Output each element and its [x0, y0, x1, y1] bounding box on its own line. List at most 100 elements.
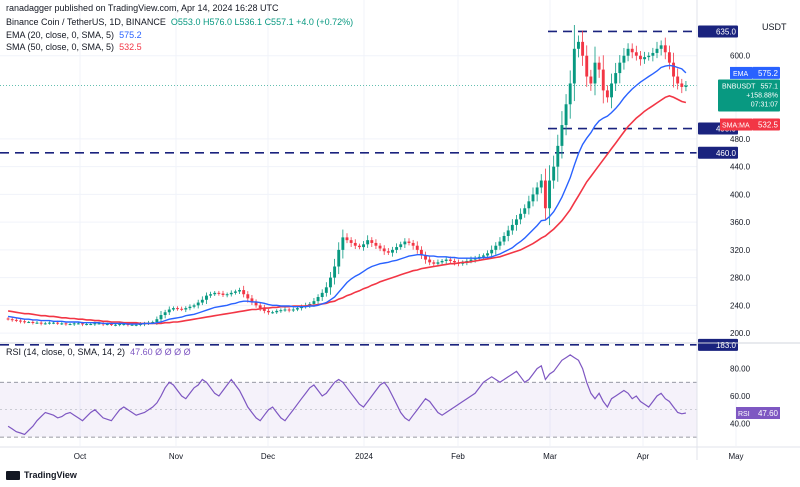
level-badge-label: 460.0: [716, 149, 737, 158]
candle-body: [300, 306, 303, 309]
candle-body: [407, 241, 411, 243]
candle-body: [205, 295, 208, 300]
candle-body: [399, 244, 403, 248]
candle-body: [386, 251, 390, 253]
candle-body: [655, 48, 659, 53]
candle-body: [519, 213, 523, 220]
candle-body: [171, 308, 175, 310]
candle-body: [403, 241, 407, 245]
time-axis[interactable]: Oct Nov Dec 2024 Feb Mar Apr May: [74, 452, 744, 461]
candle-body: [39, 322, 43, 324]
ema-legend-label: EMA (20, close, 0, SMA, 5): [6, 30, 115, 40]
candle-body: [14, 319, 18, 321]
time-tick-label: May: [728, 452, 743, 461]
candle-body: [593, 62, 597, 84]
candle-body: [477, 256, 481, 259]
rsi-legend-values: 47.60 Ø Ø Ø Ø: [130, 347, 191, 357]
candle-body: [105, 324, 109, 326]
candle-body: [362, 244, 365, 248]
candle-body: [341, 237, 345, 250]
sma-badge: 532.5: [758, 121, 779, 130]
price-tick-label: 200.0: [730, 329, 751, 338]
candle-body: [81, 323, 84, 325]
time-tick-label: Feb: [451, 452, 465, 461]
last-price-value: 557.1: [760, 84, 778, 91]
candle-body: [56, 322, 60, 324]
candle-body: [217, 292, 221, 294]
candle-body: [556, 145, 560, 167]
ema-legend[interactable]: EMA (20, close, 0, SMA, 5) 575.2: [6, 30, 142, 40]
symbol-line[interactable]: Binance Coin / TetherUS, 1D, BINANCE: [6, 17, 166, 27]
candle-body: [353, 242, 357, 246]
candle-body: [89, 324, 93, 326]
candle-body: [196, 302, 200, 306]
candle-body: [370, 240, 374, 243]
last-price-badge-bg: [718, 79, 780, 112]
candle-body: [605, 90, 609, 98]
candle-body: [448, 259, 452, 261]
sma-legend[interactable]: SMA (50, close, 0, SMA, 5) 532.5: [6, 42, 142, 52]
candle-body: [47, 322, 51, 324]
candle-body: [85, 324, 89, 326]
currency-label[interactable]: USDT: [762, 22, 787, 32]
candle-body: [498, 241, 502, 246]
price-tick-label: 600.0: [730, 52, 751, 61]
candle-body: [684, 85, 688, 87]
candle-body: [114, 324, 117, 326]
candle-body: [643, 57, 647, 60]
candle-body: [663, 45, 667, 53]
candle-body: [333, 266, 337, 278]
candle-body: [329, 277, 332, 288]
ema-badge-bg: [752, 66, 780, 79]
candle-body: [159, 315, 163, 320]
candle-body: [320, 292, 324, 298]
sma-legend-label: SMA (50, close, 0, SMA, 5): [6, 42, 115, 52]
candle-body: [428, 259, 432, 263]
candle-body: [109, 324, 113, 326]
candle-body: [76, 323, 80, 325]
ema20-line: [7, 64, 687, 325]
candle-body: [27, 321, 31, 323]
rsi-axis[interactable]: 40.00 60.00 80.00: [730, 365, 751, 429]
candle-body: [337, 249, 341, 267]
candlesticks: [6, 24, 688, 327]
candle-body: [597, 62, 601, 70]
candle-body: [163, 312, 167, 316]
candle-body: [97, 323, 101, 325]
candle-body: [672, 62, 675, 77]
candle-body: [275, 310, 279, 313]
candle-body: [316, 297, 320, 302]
candle-body: [391, 249, 394, 253]
candle-body: [262, 308, 266, 311]
candle-body: [221, 293, 225, 295]
candle-body: [527, 201, 531, 209]
sma50-line: [7, 95, 687, 325]
candle-body: [72, 323, 76, 325]
candle-body: [382, 248, 386, 252]
candle-body: [486, 253, 489, 256]
candle-body: [469, 259, 473, 261]
level-badge: [698, 146, 738, 159]
candle-body: [680, 83, 684, 87]
candle-body: [349, 240, 353, 243]
level-badge-label: 635.0: [716, 27, 737, 36]
rsi-overbought-oversold-band: [0, 381, 697, 438]
sma-badge-name: SMA:MA: [722, 123, 750, 130]
candle-body: [510, 224, 514, 231]
candle-body: [395, 247, 399, 250]
tradingview-logo[interactable]: TradingView: [6, 470, 77, 480]
candle-body: [502, 236, 506, 242]
candle-body: [287, 309, 291, 311]
rsi-line: [7, 354, 687, 436]
ema-badge-tag: [730, 66, 752, 79]
candle-body: [618, 62, 622, 74]
rsi-legend[interactable]: RSI (14, close, 0, SMA, 14, 2) 47.60 Ø Ø…: [6, 347, 191, 357]
chart-grid: [0, 0, 737, 446]
candle-body: [155, 319, 159, 322]
price-tick-label: 240.0: [730, 301, 751, 310]
ohlc-high: H576.0: [202, 17, 232, 27]
price-axis[interactable]: 200.0 240.0 280.0 320.0 360.0 400.0 440.0 480.0…: [730, 52, 751, 338]
candle-body: [374, 242, 378, 246]
